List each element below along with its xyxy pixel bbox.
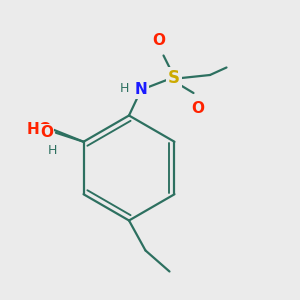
Text: H: H xyxy=(120,82,129,95)
Text: O: O xyxy=(40,125,53,140)
Text: S: S xyxy=(168,69,180,87)
Text: N: N xyxy=(135,82,147,98)
Text: H: H xyxy=(47,144,57,157)
Text: O: O xyxy=(152,33,166,48)
Text: HO: HO xyxy=(26,122,52,137)
Text: O: O xyxy=(191,100,205,116)
